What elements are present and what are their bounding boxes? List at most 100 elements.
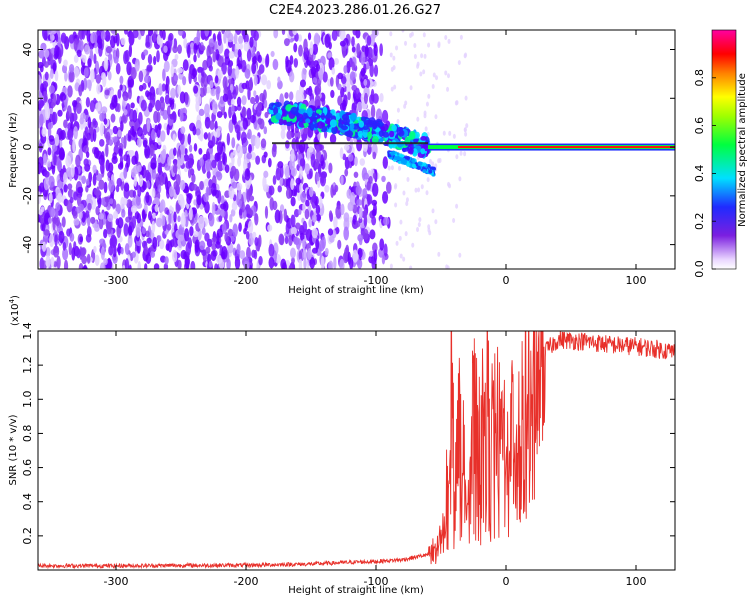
spectrogram-cell	[352, 249, 359, 263]
spectrogram-cell	[347, 91, 351, 101]
spectrogram-x-tick-label: -200	[234, 274, 259, 287]
spectrogram-cell	[146, 119, 151, 133]
spectrogram-cell	[437, 251, 441, 257]
spectrogram-cell	[61, 216, 66, 228]
spectrogram-cell	[369, 250, 374, 257]
spectrogram-cell	[416, 116, 420, 122]
spectrogram-band-cell	[337, 123, 344, 128]
spectrogram-cell	[135, 223, 141, 238]
spectrogram-cell	[307, 32, 312, 41]
spectrogram-cell	[250, 96, 256, 105]
spectrogram-cell	[159, 150, 166, 164]
carrier-band-core	[458, 146, 675, 149]
spectrogram-cell	[112, 136, 118, 143]
spectrogram-cell	[140, 99, 147, 112]
spectrogram-cell	[208, 38, 215, 48]
spectrogram-cell	[239, 208, 243, 216]
spectrogram-cell	[151, 220, 156, 234]
spectrogram-cell	[257, 102, 263, 111]
spectrogram-cell	[427, 224, 431, 230]
spectrogram-cell	[409, 32, 413, 38]
spectrogram-cell	[107, 53, 113, 61]
spectrogram-cell	[174, 53, 179, 61]
spectrogram-cell	[231, 114, 237, 126]
spectrogram-cell	[78, 39, 84, 53]
spectrogram-band-cell	[388, 130, 395, 138]
spectrogram-cell	[242, 117, 249, 130]
spectrogram-cell	[414, 187, 418, 193]
spectrogram-cell	[371, 216, 377, 226]
spectrogram-cell	[159, 239, 165, 250]
spectrogram-cell	[259, 118, 265, 130]
spectrogram-cell	[404, 231, 408, 237]
spectrogram-cell	[347, 153, 354, 162]
spectrogram-cell	[390, 165, 394, 171]
spectrogram-cell	[138, 70, 144, 83]
spectrogram-cell	[165, 243, 170, 251]
spectrogram-cell	[320, 154, 325, 167]
spectrogram-cell	[266, 80, 272, 90]
snr-y-tick-label: 1.0	[21, 391, 34, 409]
spectrogram-band-cell	[390, 151, 395, 156]
spectrogram-cell	[431, 161, 435, 167]
spectrogram-cell	[277, 161, 284, 169]
spectrogram-cell	[177, 84, 181, 96]
spectrogram-cell	[222, 76, 228, 90]
spectrogram-cell	[351, 61, 355, 72]
spectrogram-band-cell	[408, 130, 416, 140]
spectrogram-band-cell	[326, 112, 333, 119]
spectrogram-cell	[107, 213, 114, 222]
spectrogram-cell	[69, 196, 74, 204]
spectrogram-cell	[315, 213, 322, 222]
spectrogram-cell	[420, 53, 424, 59]
spectrogram-cell	[122, 98, 126, 112]
spectrogram-cell	[238, 189, 242, 200]
spectrogram-band-cell	[329, 119, 337, 128]
spectrogram-cell	[145, 90, 150, 98]
spectrogram-cell	[49, 30, 54, 43]
spectrogram-cell	[119, 161, 124, 168]
spectrogram-cell	[183, 134, 189, 148]
spectrogram-x-tick-label: 100	[626, 274, 647, 287]
spectrogram-cell	[373, 64, 379, 77]
spectrogram-cell	[227, 63, 233, 77]
spectrogram-cell	[286, 130, 293, 140]
spectrogram-cell	[55, 209, 59, 218]
spectrogram-cell	[301, 67, 307, 82]
spectrogram-cell	[337, 95, 343, 106]
spectrogram-cell	[223, 111, 227, 119]
spectrogram-cell	[85, 233, 92, 243]
spectrogram-cell	[147, 54, 153, 65]
spectrogram-cell	[126, 154, 131, 168]
spectrogram-cell	[275, 167, 282, 181]
spectrogram-cell	[54, 133, 60, 147]
spectrogram-cell	[253, 30, 259, 41]
spectrogram-cell	[253, 90, 257, 97]
spectrogram-cell	[45, 246, 51, 258]
spectrogram-cell	[445, 264, 449, 269]
spectrogram-cell	[172, 249, 178, 263]
spectrogram-cell	[117, 129, 122, 138]
spectrogram-cell	[354, 156, 358, 167]
spectrogram-cell	[243, 41, 250, 52]
spectrogram-cell	[148, 30, 154, 36]
spectrogram-cell	[316, 83, 322, 95]
spectrogram-cell	[146, 237, 152, 244]
spectrogram-cell	[43, 170, 50, 178]
spectrogram-cell	[170, 99, 175, 110]
spectrogram-cell	[168, 185, 175, 198]
spectrogram-band-cell	[331, 126, 338, 135]
spectrogram-cell	[213, 40, 218, 52]
spectrogram-cell	[204, 232, 210, 242]
spectrogram-cell	[230, 208, 236, 217]
spectrogram-cell	[43, 49, 50, 58]
spectrogram-cell	[310, 66, 317, 77]
spectrogram-cell	[346, 188, 352, 199]
spectrogram-cell	[234, 124, 241, 134]
spectrogram-cell	[211, 237, 218, 244]
spectrogram-band-cell	[412, 163, 417, 168]
spectrogram-cell	[233, 49, 240, 58]
spectrogram-cell	[57, 178, 64, 190]
spectrogram-cell	[331, 67, 336, 75]
spectrogram-cell	[347, 201, 354, 212]
